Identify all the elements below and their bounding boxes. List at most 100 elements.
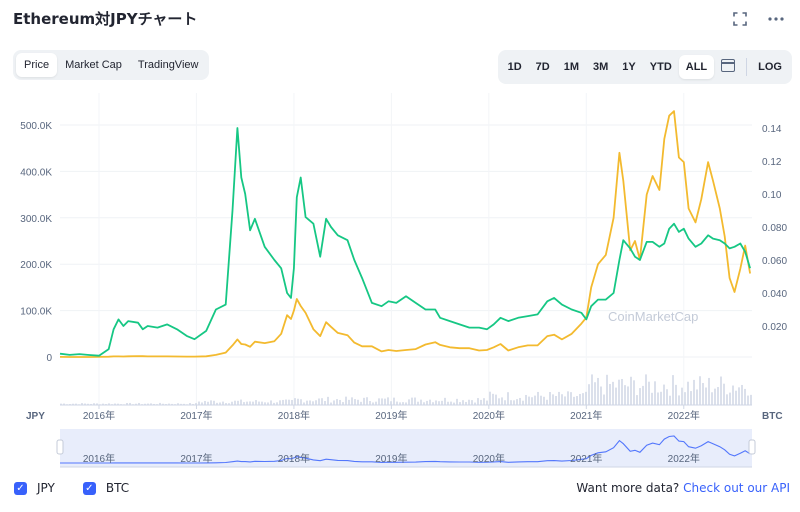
volume-bar	[525, 394, 527, 405]
y-tick-label-left: 500.0K	[20, 121, 52, 132]
volume-bar	[414, 397, 416, 405]
volume-bar	[570, 392, 572, 405]
volume-bar	[432, 402, 434, 405]
range-all[interactable]: ALL	[678, 55, 715, 79]
volume-bar	[201, 402, 203, 405]
volume-bar	[231, 401, 233, 405]
volume-bar	[447, 401, 449, 405]
volume-bar	[534, 395, 536, 405]
volume-bar	[318, 398, 320, 405]
log-scale-button[interactable]: LOG	[758, 61, 782, 73]
range-1m[interactable]: 1M	[563, 61, 580, 73]
navigator-tick-label: 2017年	[180, 452, 212, 465]
volume-bar	[270, 400, 272, 405]
volume-bar	[81, 403, 83, 405]
legend-item-jpy[interactable]: ✓ JPY	[14, 481, 55, 495]
checkbox-jpy[interactable]: ✓	[14, 481, 27, 495]
volume-bar	[243, 402, 245, 405]
header-actions	[730, 12, 786, 32]
volume-bar	[495, 394, 497, 405]
volume-bar	[219, 402, 221, 405]
volume-bar	[312, 401, 314, 405]
volume-bar	[282, 399, 284, 405]
volume-bar	[132, 404, 134, 405]
y-tick-label-left: 200.0K	[20, 260, 52, 271]
range-ytd[interactable]: YTD	[649, 61, 672, 73]
volume-bar	[486, 400, 488, 405]
navigator-tick-label: 2016年	[83, 452, 115, 465]
volume-bar	[348, 399, 350, 405]
volume-bar	[285, 399, 287, 405]
volume-bar	[171, 403, 173, 405]
volume-bar	[663, 384, 665, 405]
volume-bar	[450, 401, 452, 405]
volume-bar	[678, 395, 680, 405]
x-tick-label: 2022年	[668, 409, 700, 422]
volume-bar	[378, 398, 380, 405]
volume-bar	[573, 396, 575, 405]
volume-bar	[144, 403, 146, 405]
volume-bar	[459, 402, 461, 405]
range-3m[interactable]: 3M	[593, 61, 609, 73]
volume-bar	[255, 400, 257, 405]
y-tick-label-left: 0	[46, 353, 52, 364]
volume-bar	[531, 397, 533, 405]
volume-bar	[642, 385, 644, 405]
more-horizontal-icon[interactable]	[766, 12, 786, 32]
volume-bar	[90, 403, 92, 405]
expand-icon[interactable]	[730, 12, 750, 32]
volume-bar	[513, 400, 515, 405]
volume-bar	[492, 393, 494, 405]
tab-price[interactable]: Price	[16, 53, 58, 77]
series-lines	[59, 110, 751, 358]
volume-bar	[630, 376, 632, 405]
volume-bar	[582, 393, 584, 405]
volume-bar	[153, 403, 155, 405]
volume-bar	[693, 379, 695, 405]
volume-bar	[696, 389, 698, 405]
volume-bar	[183, 403, 185, 405]
volume-bar	[684, 392, 686, 405]
calendar-button[interactable]	[714, 53, 742, 81]
tab-market-cap[interactable]: Market Cap	[65, 59, 122, 71]
volume-bar	[276, 402, 278, 405]
volume-bar	[261, 401, 263, 405]
range-divider	[746, 58, 748, 76]
range-7d[interactable]: 7D	[535, 61, 550, 73]
legend-label-jpy: JPY	[37, 481, 55, 495]
volume-bar	[405, 402, 407, 405]
x-tick-label: 2020年	[473, 409, 505, 422]
tab-tradingview[interactable]: TradingView	[137, 59, 199, 71]
volume-bar	[441, 400, 443, 405]
series-line-jpy	[59, 110, 751, 358]
y-tick-label-left: 400.0K	[20, 167, 52, 178]
volume-bar	[660, 391, 662, 405]
range-1y[interactable]: 1Y	[622, 61, 636, 73]
volume-bar	[597, 377, 599, 405]
volume-bar	[744, 388, 746, 405]
volume-bar	[150, 403, 152, 405]
volume-bar	[561, 394, 563, 405]
axis-unit-left: JPY	[26, 411, 45, 422]
volume-bar	[159, 402, 161, 405]
api-link[interactable]: Check out our API	[683, 481, 790, 495]
volume-bar	[309, 400, 311, 405]
volume-bar	[666, 389, 668, 405]
y-tick-label-left: 100.0K	[20, 307, 52, 318]
volume-bar	[135, 403, 137, 405]
volume-bar	[393, 397, 395, 405]
volume-bar	[468, 399, 470, 405]
volume-bar	[102, 403, 104, 405]
volume-bar	[528, 396, 530, 405]
volume-bar	[669, 395, 671, 405]
navigator-line	[60, 435, 751, 464]
navigator-handle-left	[56, 439, 64, 455]
volume-bar	[444, 397, 446, 405]
range-1d[interactable]: 1D	[507, 61, 522, 73]
checkbox-btc[interactable]: ✓	[82, 481, 96, 495]
legend-item-btc[interactable]: ✓ BTC	[82, 481, 129, 495]
volume-bar	[216, 402, 218, 405]
volume-bar	[99, 404, 101, 405]
volume-bar	[180, 403, 182, 405]
volume-bar	[177, 403, 179, 405]
